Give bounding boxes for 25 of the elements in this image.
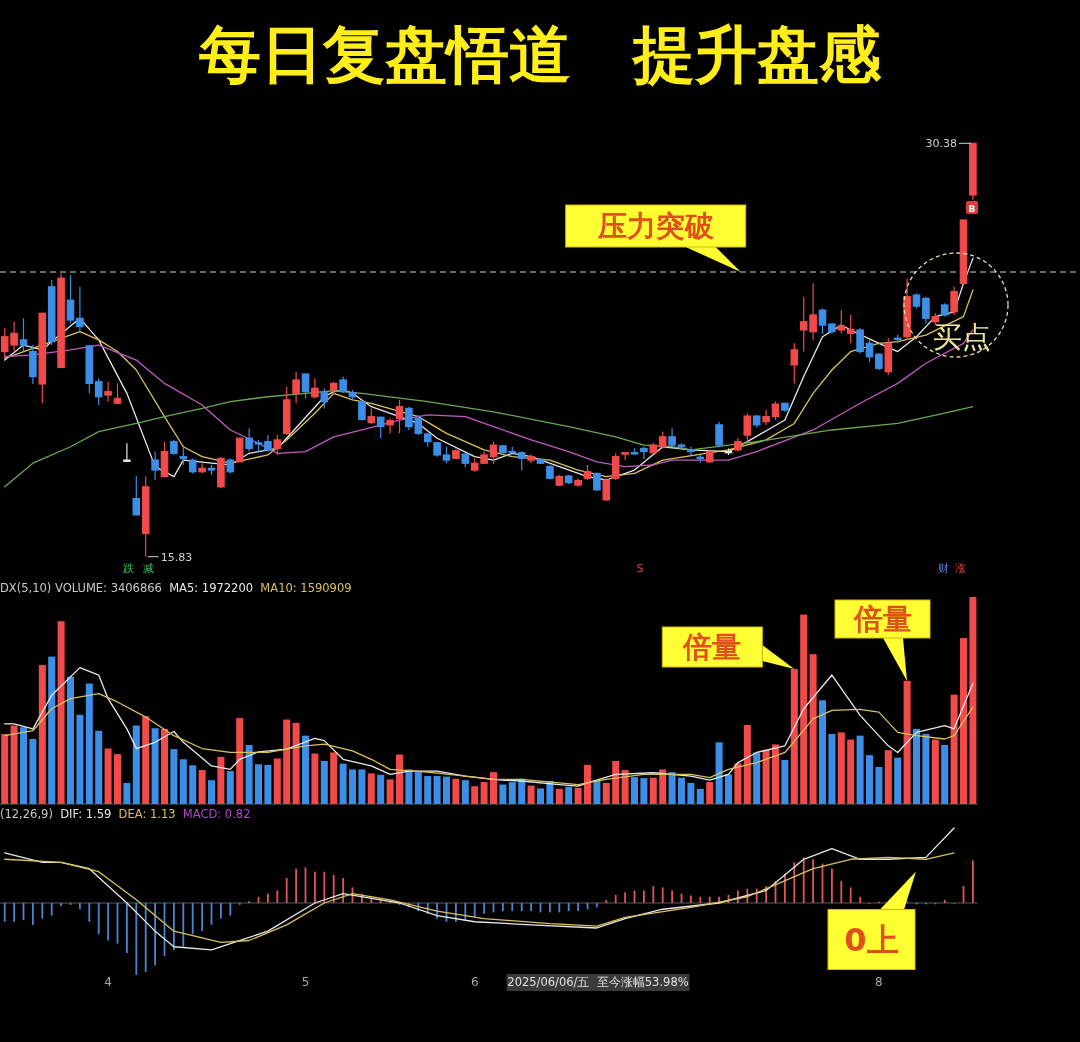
text: MA10: 1590909 bbox=[253, 581, 352, 595]
text: DEA: 1.13 bbox=[111, 807, 176, 821]
chart-title: DX(5,10) VOLUME: 3406866 bbox=[0, 581, 162, 595]
annotation: 压力突破 bbox=[596, 209, 714, 244]
x-tick-label: 5 bbox=[301, 975, 310, 989]
chart-title: 每日复盘悟道 提升盘感 bbox=[198, 18, 882, 91]
text: MA5: 1972200 bbox=[161, 581, 254, 595]
x-tick-label: 4 bbox=[104, 975, 112, 989]
x-tick-label: 6 bbox=[470, 975, 479, 989]
text: 2025/06/06/五 至今涨幅53.98% bbox=[507, 975, 689, 989]
text: 跌 bbox=[122, 562, 134, 575]
text: 减 bbox=[142, 562, 154, 575]
annotation: 倍量 bbox=[682, 630, 742, 665]
text: MACD: 0.82 bbox=[175, 807, 251, 821]
annotation: 15.83 bbox=[160, 550, 193, 564]
text: 涨 bbox=[954, 562, 966, 575]
x-tick-label: 8 bbox=[875, 975, 883, 989]
annotation: 倍量 bbox=[852, 602, 912, 637]
annotation: 0上 bbox=[844, 921, 899, 960]
text: DIF: 1.59 bbox=[52, 807, 112, 821]
chart-title: (12,26,9) bbox=[0, 807, 53, 821]
annotation: 30.38 bbox=[925, 137, 957, 151]
annotation: B bbox=[968, 203, 976, 214]
text: S bbox=[636, 562, 644, 575]
text: 财 bbox=[937, 562, 949, 575]
